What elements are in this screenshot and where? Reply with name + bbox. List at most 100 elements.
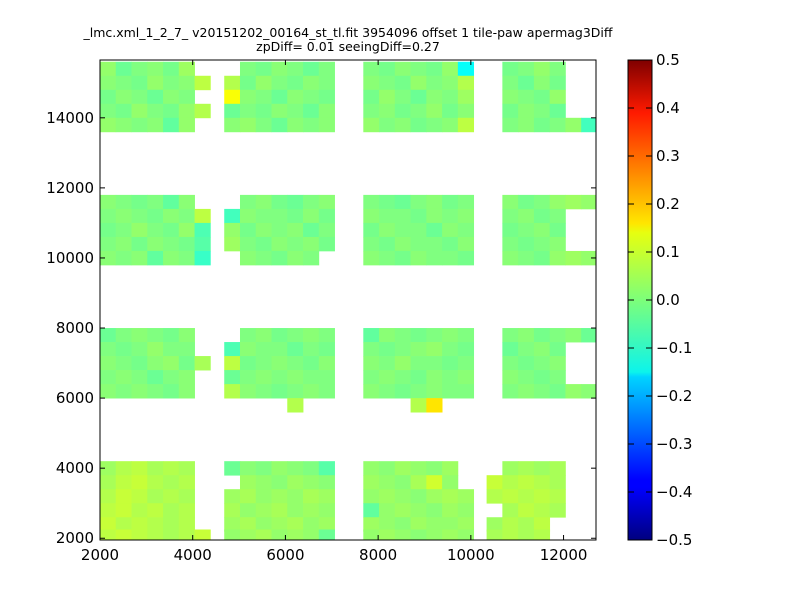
heatmap-cell <box>426 475 443 490</box>
heatmap-cell <box>239 103 257 119</box>
heatmap-cell <box>224 489 241 504</box>
heatmap-cell <box>442 384 459 399</box>
heatmap-cell <box>303 370 320 385</box>
heatmap-cell <box>410 475 427 490</box>
heatmap-cell <box>363 489 380 504</box>
heatmap-cell <box>426 356 443 371</box>
heatmap-cell <box>178 61 195 77</box>
heatmap-cell <box>115 461 132 476</box>
heatmap-cell <box>163 384 180 399</box>
heatmap-cell <box>239 250 257 266</box>
heatmap-cell <box>303 529 320 541</box>
heatmap-cell <box>147 529 164 541</box>
heatmap-cell <box>394 117 411 133</box>
heatmap-cell <box>163 117 180 133</box>
heatmap-cell <box>255 384 272 399</box>
heatmap-cell <box>442 503 459 518</box>
heatmap-cell <box>271 61 288 77</box>
heatmap-cell <box>363 236 380 252</box>
heatmap-cell <box>426 328 443 343</box>
colorbar-tick-label: −0.1 <box>656 339 692 357</box>
heatmap-cell <box>131 250 148 266</box>
heatmap-cell <box>410 222 427 238</box>
colorbar-tick-label: 0.2 <box>656 195 680 213</box>
heatmap-cell <box>379 475 396 490</box>
heatmap-cell <box>303 461 320 476</box>
heatmap-cell <box>131 517 148 532</box>
heatmap-cell <box>394 75 411 91</box>
heatmap-cell <box>287 75 304 91</box>
heatmap-cell <box>442 370 459 385</box>
heatmap-cell <box>549 208 566 224</box>
heatmap-cell <box>410 356 427 371</box>
heatmap-cell <box>147 75 164 91</box>
heatmap-cell <box>115 89 132 105</box>
heatmap-cell <box>363 503 380 518</box>
colorbar-tick-label: −0.2 <box>656 387 692 405</box>
heatmap-cell <box>426 75 443 91</box>
heatmap-cell <box>379 503 396 518</box>
heatmap-cell <box>442 475 459 490</box>
heatmap-cell <box>147 489 164 504</box>
heatmap-cell <box>533 517 551 532</box>
heatmap-cell <box>163 517 180 532</box>
colorbar-tick-label: −0.4 <box>656 483 692 501</box>
heatmap-cell <box>533 342 551 357</box>
heatmap-cell <box>115 489 132 504</box>
heatmap-cell <box>255 236 272 252</box>
heatmap-cell <box>194 250 211 266</box>
heatmap-cell <box>363 75 380 91</box>
heatmap-cell <box>379 103 396 119</box>
heatmap-cell <box>363 208 380 224</box>
heatmap-cell <box>303 517 320 532</box>
heatmap-cell <box>194 236 211 252</box>
colorbar-tick-label: 0.1 <box>656 243 680 261</box>
heatmap-cell <box>457 342 475 357</box>
heatmap-cell <box>533 103 551 119</box>
heatmap-cell <box>394 250 411 266</box>
heatmap-cell <box>442 103 459 119</box>
heatmap-cell <box>224 384 241 399</box>
heatmap-cell <box>163 342 180 357</box>
heatmap-cell <box>457 489 475 504</box>
heatmap-cell <box>518 517 535 532</box>
heatmap-cell <box>410 89 427 105</box>
heatmap-cell <box>394 61 411 77</box>
heatmap-cell <box>100 503 117 518</box>
plot-frame <box>99 59 597 541</box>
heatmap-cell <box>533 222 551 238</box>
heatmap-cell <box>255 356 272 371</box>
heatmap-cell <box>565 117 582 133</box>
heatmap-cell <box>502 370 519 385</box>
heatmap-cell <box>379 89 396 105</box>
heatmap-cell <box>379 461 396 476</box>
heatmap-cell <box>163 328 180 343</box>
heatmap-cell <box>426 489 443 504</box>
heatmap-cell <box>115 222 132 238</box>
heatmap-cell <box>457 222 475 238</box>
heatmap-cell <box>131 489 148 504</box>
heatmap-cell <box>271 503 288 518</box>
heatmap-cell <box>394 342 411 357</box>
heatmap-cell <box>303 194 320 210</box>
heatmap-cell <box>442 328 459 343</box>
heatmap-cell <box>549 194 566 210</box>
heatmap-cell <box>502 75 519 91</box>
heatmap-cell <box>410 194 427 210</box>
heatmap-cell <box>457 517 475 532</box>
heatmap-cell <box>518 194 535 210</box>
heatmap-cell <box>271 236 288 252</box>
heatmap-cell <box>287 384 304 399</box>
heatmap-cell <box>115 236 132 252</box>
heatmap-cell <box>533 370 551 385</box>
heatmap-cell <box>549 503 566 518</box>
heatmap-cell <box>318 103 335 119</box>
y-axis-ticks: 2000 4000 6000 8000 10000 12000 14000 <box>46 109 596 547</box>
y-tick-label: 6000 <box>56 389 94 407</box>
heatmap-cell <box>394 222 411 238</box>
heatmap-cell <box>318 328 335 343</box>
heatmap-cell <box>303 489 320 504</box>
heatmap-cell <box>271 194 288 210</box>
heatmap-cell <box>100 89 117 105</box>
heatmap-cell <box>549 384 566 399</box>
